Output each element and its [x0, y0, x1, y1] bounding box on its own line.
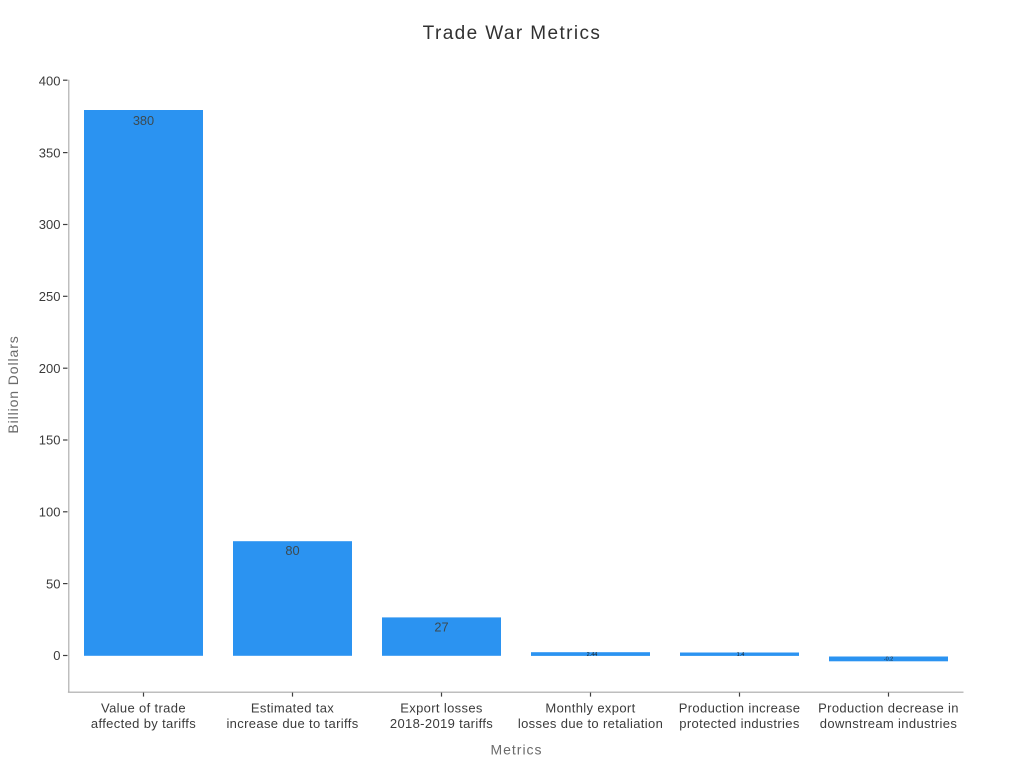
svg-text:-0.2: -0.2 — [884, 657, 893, 663]
svg-text:0: 0 — [53, 648, 60, 663]
svg-text:downstream industries: downstream industries — [820, 716, 958, 731]
svg-text:increase due to tariffs: increase due to tariffs — [226, 716, 358, 731]
svg-text:200: 200 — [39, 361, 61, 376]
svg-text:Metrics: Metrics — [490, 742, 542, 758]
svg-text:380: 380 — [133, 113, 154, 128]
svg-text:400: 400 — [39, 74, 61, 89]
svg-text:2.44: 2.44 — [587, 652, 598, 658]
svg-text:350: 350 — [39, 145, 61, 160]
svg-text:Monthly export: Monthly export — [545, 701, 635, 716]
svg-text:2018-2019 tariffs: 2018-2019 tariffs — [390, 716, 493, 731]
svg-text:80: 80 — [285, 543, 299, 558]
svg-text:150: 150 — [39, 433, 61, 448]
svg-text:50: 50 — [46, 576, 60, 591]
svg-text:300: 300 — [39, 217, 61, 232]
svg-text:affected by tariffs: affected by tariffs — [91, 716, 196, 731]
svg-text:250: 250 — [39, 289, 61, 304]
svg-text:Trade War Metrics: Trade War Metrics — [423, 23, 602, 44]
svg-text:Billion Dollars: Billion Dollars — [5, 335, 21, 433]
svg-text:Export losses: Export losses — [400, 701, 483, 716]
svg-text:1.4: 1.4 — [737, 652, 745, 658]
svg-text:Value of trade: Value of trade — [101, 701, 186, 716]
svg-text:Production decrease in: Production decrease in — [818, 701, 959, 716]
svg-text:protected industries: protected industries — [679, 716, 800, 731]
svg-text:27: 27 — [434, 620, 448, 635]
svg-text:losses due to retaliation: losses due to retaliation — [518, 716, 663, 731]
svg-text:Estimated tax: Estimated tax — [251, 701, 334, 716]
svg-text:100: 100 — [39, 505, 61, 520]
svg-text:Production increase: Production increase — [679, 701, 801, 716]
